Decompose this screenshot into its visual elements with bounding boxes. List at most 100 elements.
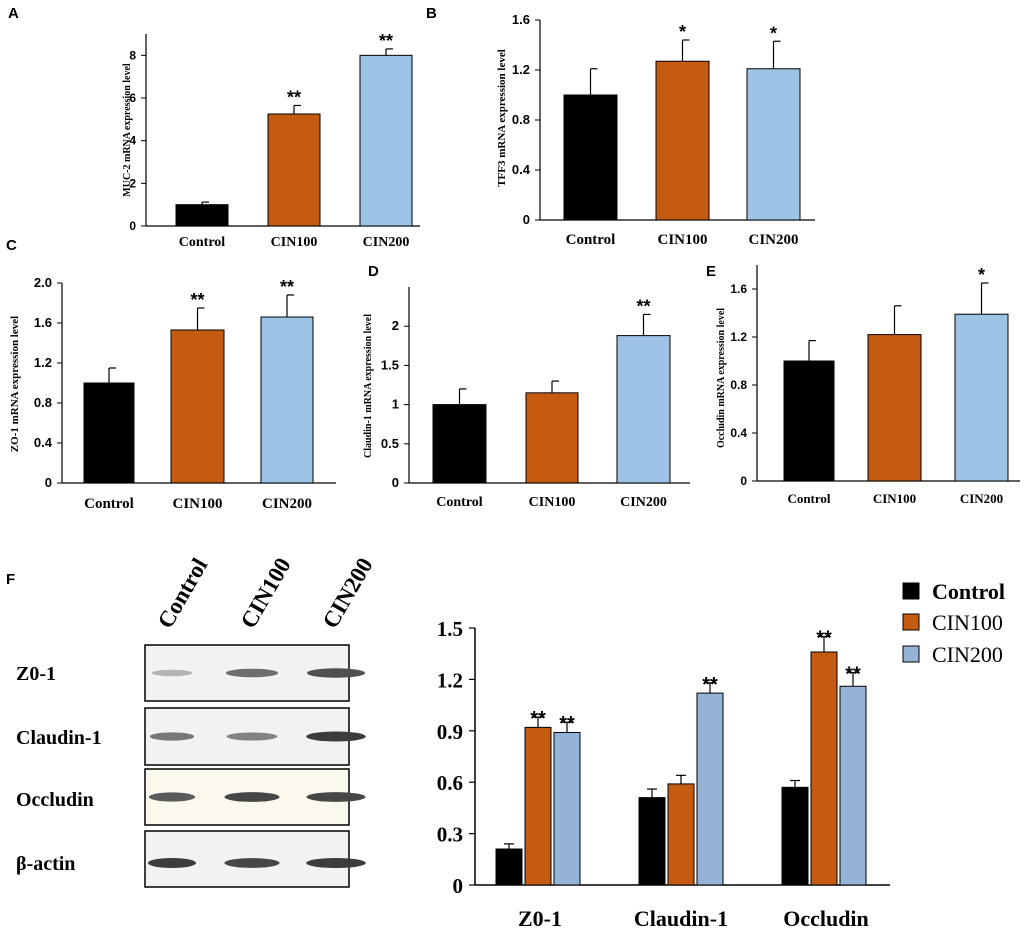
panel-label: B [426,5,437,22]
bar-cin200 [359,54,413,227]
legend-swatch [902,582,920,600]
y-tick-label: 1.6 [512,12,530,27]
panel-b: B TFF3 mRNA expression level 0 0.4 0.8 1.2 1.6… [426,5,815,248]
x-category-label: Control [84,496,134,512]
bar-cin200 [954,313,1009,482]
significance-mark: ** [287,87,301,107]
significance-mark: ** [816,628,832,650]
blot-column-label: CIN200 [318,554,378,633]
y-tick-label: 0.8 [512,112,530,127]
y-axis-label: MUC-2 mRNA expression level [122,63,133,197]
bar-cin100 [810,651,838,886]
panel-label: F [6,571,15,588]
bar-control [432,404,487,484]
panel-label: A [8,5,19,22]
y-tick-label: 1.5 [381,357,399,372]
x-category-label: Z0-1 [518,906,562,931]
y-tick-label: 1.2 [730,330,747,344]
y-tick-label: 1.2 [512,62,530,77]
blot-band [148,792,196,802]
bar-cin100 [524,726,552,886]
y-tick-label: 0.6 [437,771,463,795]
y-tick-label: 0.4 [34,435,53,450]
blot-row-label: Occludin [16,789,94,811]
significance-mark: ** [530,708,546,730]
x-category-label: CIN200 [748,232,798,248]
y-tick-label: 0 [523,212,530,227]
blot-band [225,668,279,678]
y-tick-label: 0 [453,874,464,898]
y-tick-label: 0.8 [34,395,52,410]
bar-control [495,848,523,886]
x-category-label: Control [787,491,830,506]
y-tick-label: 0.3 [437,823,463,847]
bar-cin100 [170,329,225,484]
blot-band [151,669,193,677]
blot-row-label: β-actin [16,853,75,875]
y-tick-label: 0 [45,475,52,490]
blot-band [306,668,366,678]
y-tick-label: 1.2 [437,668,463,692]
y-axis-label: TFF3 mRNA expression level [496,49,508,187]
blot-column-label: CIN100 [236,554,296,633]
y-tick-label: 2 [129,176,136,190]
significance-mark: ** [190,290,204,310]
y-tick-label: 1.2 [34,355,52,370]
y-tick-label: 0.4 [730,426,747,440]
legend-label: CIN200 [932,642,1003,667]
bar-cin200 [553,732,581,886]
y-tick-label: 0 [740,474,747,488]
blot-band [147,857,197,869]
y-tick-label: 8 [129,48,136,62]
bar-control [563,94,618,221]
significance-mark: * [770,23,777,43]
blot-row-label: Claudin-1 [16,727,102,749]
significance-mark: ** [559,713,575,735]
bar-cin100 [667,783,695,886]
bar-cin200 [839,685,867,886]
y-tick-label: 0.8 [730,378,747,392]
blot-band [306,857,366,869]
bar-control [175,204,229,227]
x-category-label: Claudin-1 [634,906,728,931]
bar-control [83,382,135,484]
panel-a: A MUC-2 mRNA expression level 0 2 4 6 8 Control… [8,5,420,250]
blot-band [306,731,366,742]
y-axis-label: Claudin-1 mRNA expression level [363,314,374,458]
x-category-label: CIN100 [529,495,576,510]
legend-swatch [902,613,920,631]
blot-row-label: Z0-1 [16,663,56,685]
y-tick-label: 0.4 [512,162,531,177]
y-axis-label: ZO-1 mRNA expression level [9,316,21,452]
panel-label: E [706,263,716,280]
y-tick-label: 0 [129,219,136,233]
blot-band [224,792,280,802]
y-tick-label: 1.5 [437,617,463,641]
blot-band [224,858,280,868]
bar-cin100 [867,334,922,482]
y-tick-label: 0.9 [437,720,463,744]
panel-d: D Claudin-1 mRNA expression level 0 0.5 1 1.5… [363,263,690,510]
blot-band [149,732,195,741]
significance-mark: ** [702,674,718,696]
bar-cin200 [696,692,724,886]
legend-label: Control [932,579,1005,604]
bar-control [781,786,809,886]
bar-cin100 [267,113,321,227]
panel-label: C [6,237,17,254]
x-category-label: CIN100 [657,232,707,248]
significance-mark: ** [636,296,650,316]
blot-column-label: Control [153,554,213,633]
x-category-label: CIN200 [960,491,1003,506]
bar-cin200 [746,68,801,221]
significance-mark: ** [280,277,294,297]
legend-label: CIN100 [932,610,1003,635]
legend-swatch [902,645,920,663]
panel-label: D [368,263,379,280]
x-category-label: Occludin [783,906,869,931]
bar-control [783,360,835,482]
panel-c: C ZO-1 mRNA expression level 0 0.4 0.8 1.2 1.6… [6,237,336,512]
x-category-label: CIN100 [271,235,318,250]
x-category-label: Control [179,235,226,250]
